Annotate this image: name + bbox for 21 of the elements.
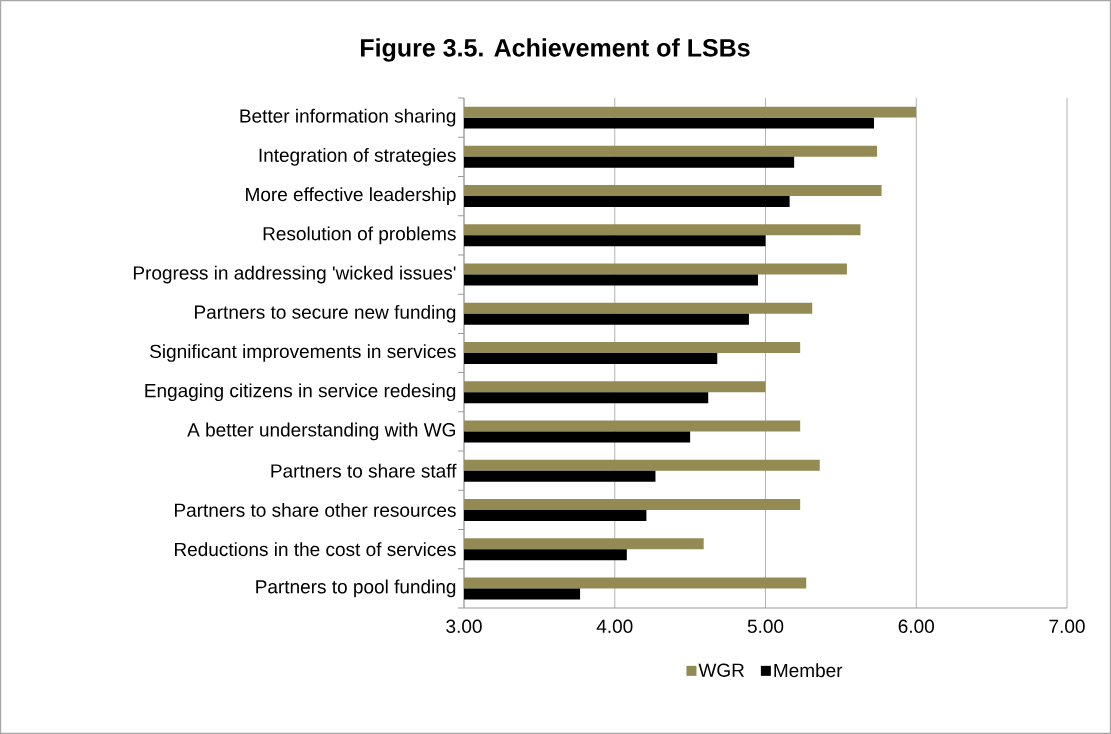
y-tick-label: Partners to pool funding (256, 579, 456, 598)
legend-label: Member (774, 663, 843, 678)
y-tick-label: A better understanding with WG (187, 422, 455, 441)
y-tick-label: Reductions in the cost of services (175, 542, 456, 557)
y-tick-label: Partners to share other resources (175, 502, 456, 517)
y-tick-label: Partners to share staff (271, 463, 457, 478)
x-tick-label: 3.00 (446, 619, 482, 633)
y-tick-label: Better information sharing (240, 108, 456, 127)
y-tick-label: Engaging citizens in service redesing (145, 383, 456, 402)
y-tick-label: Integration of strategies (259, 147, 456, 166)
x-tick-label: 4.00 (596, 619, 633, 633)
x-tick-label: 6.00 (898, 619, 934, 633)
x-tick-label: 5.00 (747, 619, 784, 633)
x-tick-label: 7.00 (1049, 619, 1085, 633)
legend-label: WGR (698, 663, 744, 677)
y-tick-label: Partners to secure new funding (195, 304, 456, 323)
y-tick-label: Significant improvements in services (150, 344, 456, 362)
y-tick-label: More effective leadership (246, 187, 456, 205)
y-tick-label: Resolution of problems (263, 226, 456, 245)
y-tick-label: Progress in addressing 'wicked issues' (133, 265, 456, 284)
chart-title: Figure 3.5. Achievement of LSBs (361, 38, 750, 62)
